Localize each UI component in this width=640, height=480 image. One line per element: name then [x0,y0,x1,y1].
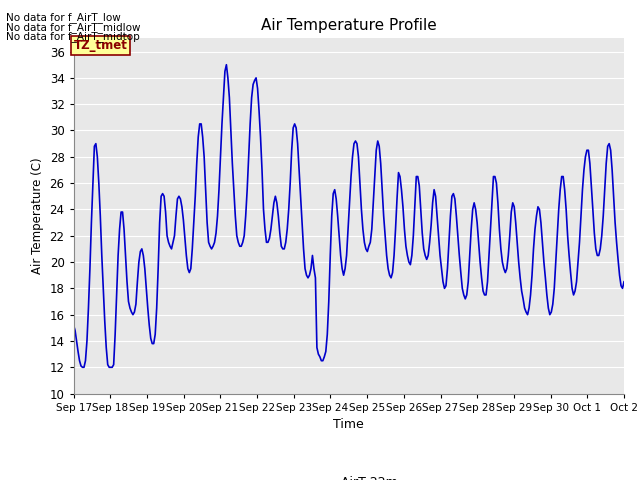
Y-axis label: Air Temperature (C): Air Temperature (C) [31,158,44,274]
Text: No data for f_AirT_midlow: No data for f_AirT_midlow [6,22,141,33]
Text: No data for f_AirT_low: No data for f_AirT_low [6,12,121,23]
X-axis label: Time: Time [333,418,364,431]
Text: TZ_tmet: TZ_tmet [74,39,127,52]
Text: No data for f_AirT_midtop: No data for f_AirT_midtop [6,31,140,42]
Title: Air Temperature Profile: Air Temperature Profile [261,18,436,33]
Legend: AirT 22m: AirT 22m [295,471,403,480]
